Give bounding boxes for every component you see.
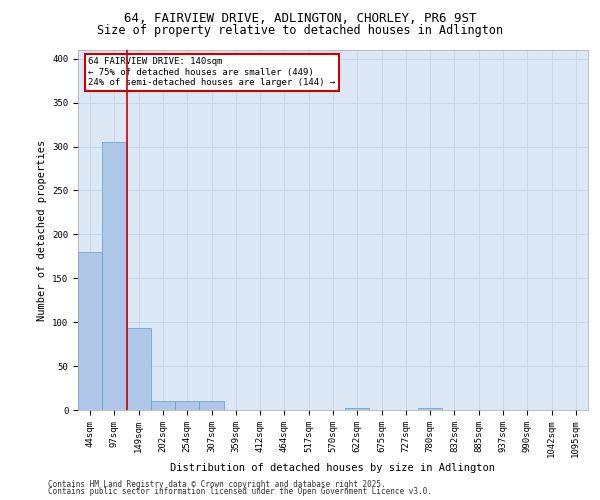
Bar xyxy=(102,142,127,410)
Y-axis label: Number of detached properties: Number of detached properties xyxy=(37,140,47,320)
Text: Contains public sector information licensed under the Open Government Licence v3: Contains public sector information licen… xyxy=(48,487,432,496)
Bar xyxy=(127,328,151,410)
X-axis label: Distribution of detached houses by size in Adlington: Distribution of detached houses by size … xyxy=(170,463,496,473)
Bar xyxy=(78,252,102,410)
Bar xyxy=(418,408,442,410)
Text: 64 FAIRVIEW DRIVE: 140sqm
← 75% of detached houses are smaller (449)
24% of semi: 64 FAIRVIEW DRIVE: 140sqm ← 75% of detac… xyxy=(88,57,335,87)
Bar xyxy=(175,401,199,410)
Text: 64, FAIRVIEW DRIVE, ADLINGTON, CHORLEY, PR6 9ST: 64, FAIRVIEW DRIVE, ADLINGTON, CHORLEY, … xyxy=(124,12,476,24)
Text: Contains HM Land Registry data © Crown copyright and database right 2025.: Contains HM Land Registry data © Crown c… xyxy=(48,480,386,489)
Bar xyxy=(199,401,224,410)
Text: Size of property relative to detached houses in Adlington: Size of property relative to detached ho… xyxy=(97,24,503,37)
Bar xyxy=(151,401,175,410)
Bar xyxy=(345,408,370,410)
